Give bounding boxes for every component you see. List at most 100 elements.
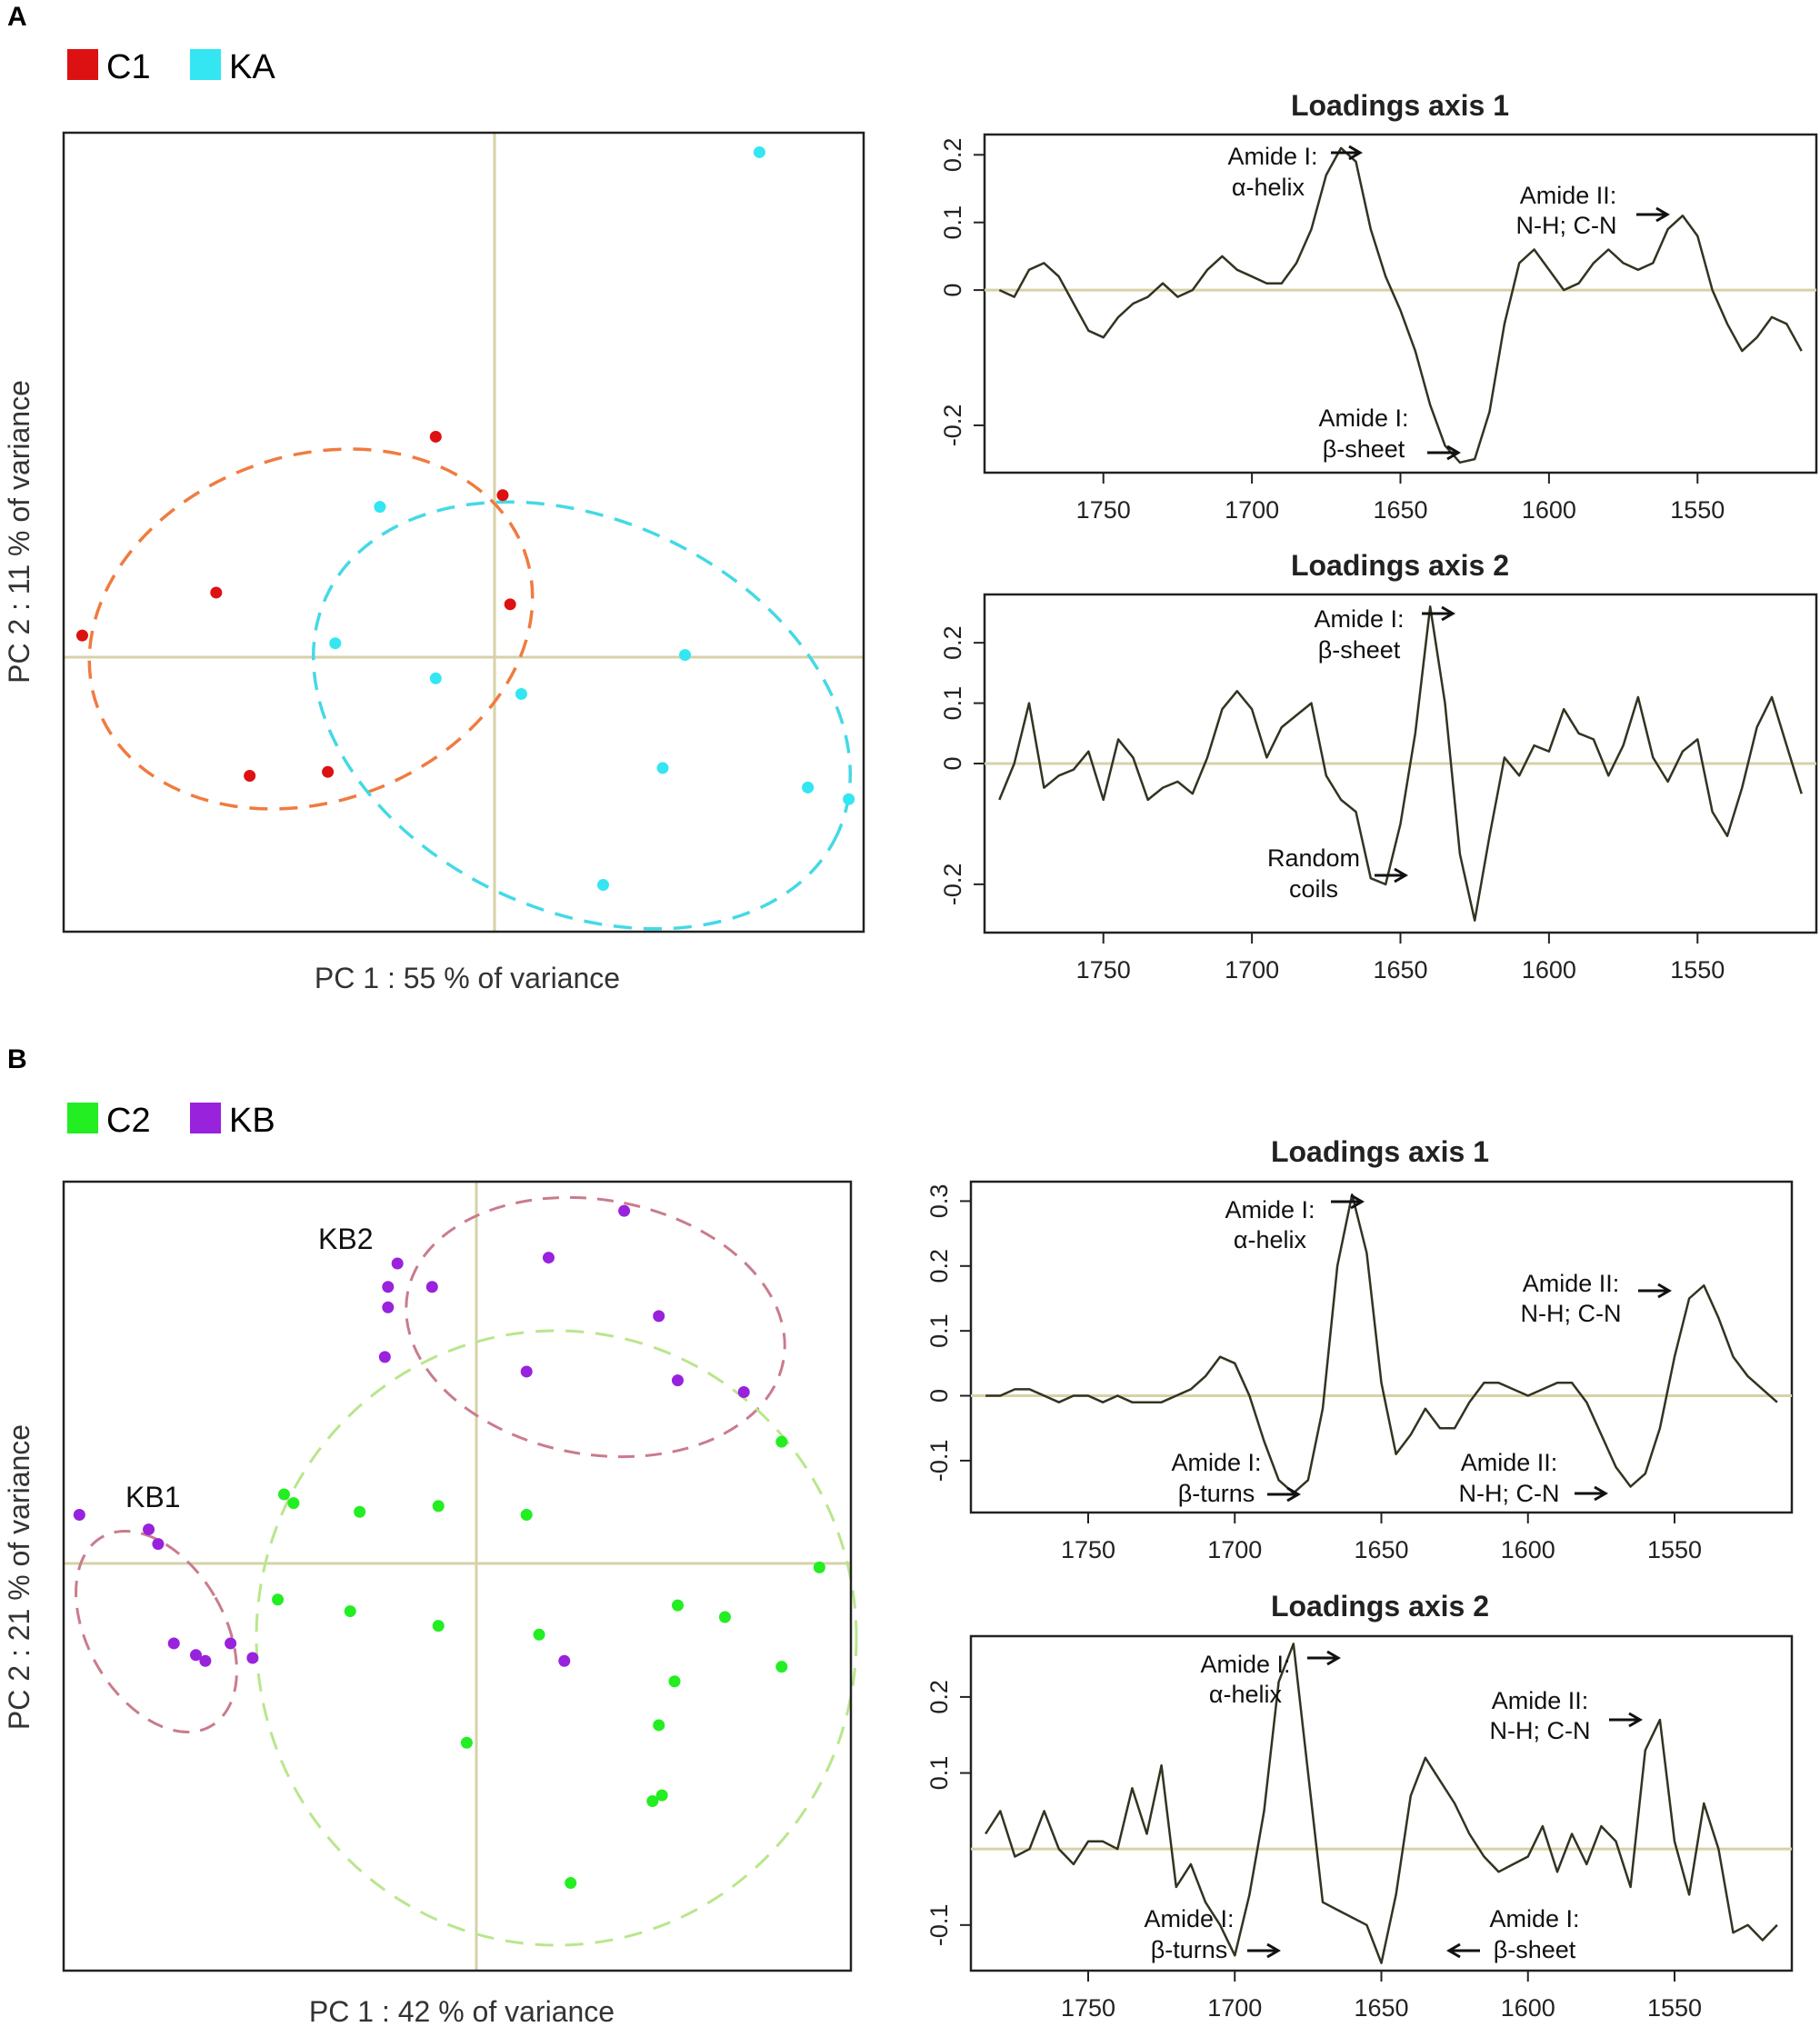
x-tick-label: 1550 bbox=[1647, 1994, 1702, 2022]
annotation-label: coils bbox=[1289, 875, 1338, 903]
loadings-plot-b2: Loadings axis 2 1750 1700 1650 1600 1550 0.2 0… bbox=[925, 1590, 1794, 2022]
data-point-c2 bbox=[354, 1505, 366, 1518]
loadings-curve bbox=[998, 146, 1803, 464]
x-tick-label: 1750 bbox=[1076, 496, 1131, 524]
data-point-ka bbox=[656, 762, 669, 774]
data-point-ka bbox=[374, 501, 386, 514]
data-point-c2 bbox=[460, 1736, 473, 1749]
x-tick-label: 1600 bbox=[1522, 496, 1576, 524]
annotation-label: α-helix bbox=[1209, 1681, 1283, 1708]
x-tick-label: 1550 bbox=[1647, 1536, 1702, 1563]
arrow-icon bbox=[1427, 444, 1461, 461]
y-tick-label: 0.1 bbox=[939, 205, 966, 240]
arrow-icon bbox=[1575, 1485, 1608, 1502]
annotation-label: β-sheet bbox=[1323, 435, 1405, 463]
data-point-kb bbox=[246, 1652, 259, 1664]
y-tick-label: -0.2 bbox=[939, 864, 966, 906]
data-point-kb bbox=[143, 1523, 155, 1536]
legend-swatch-kb bbox=[190, 1103, 221, 1133]
ellipse-kb2 bbox=[405, 1195, 786, 1459]
score-plot-b: KB1 KB2 PC 1 : 42 % of variance PC 2 : 2… bbox=[3, 1180, 858, 2027]
data-point-ka bbox=[429, 672, 442, 684]
plot-frame bbox=[969, 1180, 1794, 1514]
x-axis-label: PC 1 : 42 % of variance bbox=[309, 1995, 615, 2027]
data-point-ka bbox=[596, 879, 609, 892]
data-point-kb bbox=[520, 1365, 533, 1378]
legend-label-c2: C2 bbox=[106, 1102, 151, 1140]
annotation-label: N-H; C-N bbox=[1521, 1300, 1622, 1327]
annotation-label: KB1 bbox=[125, 1481, 180, 1513]
annotation-label: Amide I: bbox=[1489, 1905, 1579, 1932]
annotation-label: KB2 bbox=[318, 1223, 373, 1255]
loadings-curve bbox=[985, 1643, 1778, 1964]
legend-label-ka: KA bbox=[229, 48, 275, 86]
x-tick-label: 1550 bbox=[1670, 956, 1725, 984]
legend-swatch-c1 bbox=[67, 49, 98, 80]
annotation-label: N-H; C-N bbox=[1516, 212, 1617, 239]
data-point-c2 bbox=[668, 1675, 681, 1688]
arrow-icon bbox=[1267, 1486, 1301, 1503]
arrow-icon bbox=[1331, 145, 1363, 161]
annotation-label: Amide I: bbox=[1225, 1196, 1315, 1223]
data-point-c2 bbox=[565, 1877, 577, 1890]
annotation-label: β-sheet bbox=[1494, 1936, 1576, 1963]
data-point-c1 bbox=[322, 765, 335, 778]
data-point-kb bbox=[73, 1508, 85, 1521]
data-point-c2 bbox=[646, 1795, 659, 1808]
data-point-c2 bbox=[671, 1599, 684, 1612]
x-tick-label: 1750 bbox=[1061, 1536, 1115, 1563]
arrow-icon bbox=[1307, 1650, 1341, 1666]
y-tick-label: 0 bbox=[939, 284, 966, 297]
data-point-c2 bbox=[287, 1497, 300, 1510]
plot-frame bbox=[969, 1634, 1794, 1972]
data-point-kb bbox=[189, 1649, 202, 1662]
annotation-label: Amide II: bbox=[1523, 1270, 1620, 1297]
annotation-label: β-turns bbox=[1178, 1480, 1255, 1507]
annotation-label: N-H; C-N bbox=[1459, 1480, 1560, 1507]
legend-swatch-ka bbox=[190, 49, 221, 80]
arrow-icon bbox=[1609, 1712, 1643, 1728]
chart-title: Loadings axis 1 bbox=[1271, 1135, 1489, 1168]
annotation-label: β-sheet bbox=[1318, 636, 1401, 664]
annotation-label: Amide I: bbox=[1314, 605, 1404, 633]
y-tick-label: 0.1 bbox=[925, 1756, 953, 1791]
x-tick-label: 1600 bbox=[1501, 1536, 1555, 1563]
x-axis-label: PC 1 : 55 % of variance bbox=[315, 962, 620, 994]
y-tick-label: 0.2 bbox=[939, 138, 966, 173]
panel-letter-b: B bbox=[7, 1044, 27, 1074]
data-point-c1 bbox=[210, 586, 223, 599]
data-point-ka bbox=[679, 649, 692, 662]
annotation-label: N-H; C-N bbox=[1490, 1717, 1591, 1744]
annotation-label: Amide II: bbox=[1520, 182, 1617, 209]
x-tick-label: 1550 bbox=[1670, 496, 1725, 524]
annotation-label: Amide I: bbox=[1227, 143, 1317, 170]
data-point-kb bbox=[425, 1281, 438, 1293]
y-tick-label: 0.3 bbox=[925, 1184, 953, 1219]
ellipse-ka bbox=[311, 500, 853, 931]
data-point-c2 bbox=[520, 1508, 533, 1521]
x-tick-label: 1700 bbox=[1225, 956, 1279, 984]
y-tick-label: -0.2 bbox=[939, 404, 966, 447]
x-tick-label: 1750 bbox=[1061, 1994, 1115, 2022]
score-plot-a: PC 1 : 55 % of variance PC 2 : 11 % of v… bbox=[3, 131, 865, 994]
arrow-icon bbox=[1638, 1283, 1672, 1299]
loadings-plot-a1: Loadings axis 1 1750 1700 1650 1600 1550 0.2 0… bbox=[939, 89, 1818, 524]
data-point-c2 bbox=[432, 1500, 445, 1513]
y-tick-label: 0.2 bbox=[925, 1680, 953, 1714]
legend-label-kb: KB bbox=[229, 1102, 275, 1140]
data-point-kb bbox=[378, 1351, 391, 1363]
x-tick-label: 1650 bbox=[1354, 1994, 1408, 2022]
data-point-c2 bbox=[344, 1605, 356, 1618]
data-point-kb bbox=[618, 1204, 631, 1217]
x-tick-label: 1700 bbox=[1207, 1536, 1262, 1563]
data-point-kb bbox=[671, 1374, 684, 1387]
annotation-label: β-turns bbox=[1151, 1936, 1228, 1963]
ellipse-kb1 bbox=[75, 1530, 238, 1733]
data-point-c1 bbox=[75, 629, 88, 642]
data-point-c2 bbox=[775, 1435, 788, 1448]
x-tick-label: 1650 bbox=[1373, 956, 1427, 984]
loadings-plot-b1: Loadings axis 1 1750 1700 1650 1600 1550 0.3 0… bbox=[925, 1135, 1794, 1563]
data-point-ka bbox=[843, 793, 855, 805]
y-tick-label: 0.1 bbox=[939, 686, 966, 721]
data-point-c2 bbox=[533, 1628, 545, 1641]
